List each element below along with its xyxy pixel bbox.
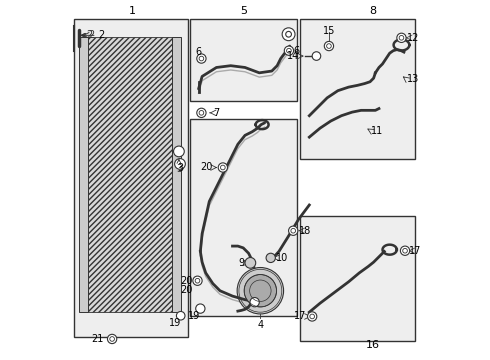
Polygon shape — [79, 37, 88, 312]
Circle shape — [284, 46, 294, 55]
Text: 17: 17 — [409, 246, 422, 256]
Polygon shape — [300, 19, 415, 158]
Circle shape — [399, 36, 404, 40]
Text: 20: 20 — [200, 162, 213, 172]
Text: 13: 13 — [407, 74, 419, 84]
Text: 1: 1 — [129, 6, 136, 17]
Circle shape — [199, 111, 204, 115]
Text: 12: 12 — [407, 33, 419, 43]
Polygon shape — [172, 37, 181, 312]
Circle shape — [173, 146, 184, 157]
Text: 14: 14 — [287, 51, 299, 61]
Polygon shape — [190, 19, 297, 102]
Text: 17: 17 — [294, 311, 306, 321]
Text: 7: 7 — [213, 108, 219, 118]
Text: 6: 6 — [293, 46, 299, 56]
Circle shape — [193, 276, 202, 285]
Text: 15: 15 — [323, 26, 335, 36]
Circle shape — [250, 297, 259, 307]
Polygon shape — [88, 37, 172, 312]
Text: 2: 2 — [98, 30, 105, 40]
Text: 6: 6 — [196, 47, 201, 57]
Text: 21: 21 — [92, 334, 104, 344]
Circle shape — [174, 158, 185, 169]
Polygon shape — [300, 216, 415, 341]
Circle shape — [245, 257, 256, 268]
Circle shape — [107, 334, 117, 343]
Text: 8: 8 — [369, 6, 376, 17]
Text: 9: 9 — [238, 258, 245, 268]
Circle shape — [195, 278, 200, 283]
Circle shape — [197, 108, 206, 117]
Circle shape — [244, 274, 277, 307]
Circle shape — [237, 267, 284, 314]
Circle shape — [286, 31, 292, 37]
Circle shape — [291, 228, 295, 233]
Text: 10: 10 — [276, 253, 289, 263]
Circle shape — [266, 253, 275, 262]
Polygon shape — [190, 119, 297, 316]
Circle shape — [308, 312, 317, 321]
Circle shape — [282, 28, 295, 41]
Circle shape — [199, 56, 204, 61]
Circle shape — [110, 337, 115, 341]
Circle shape — [287, 48, 291, 53]
Text: 3: 3 — [176, 159, 182, 174]
Circle shape — [324, 41, 334, 51]
Text: 20: 20 — [180, 276, 192, 286]
Text: 2: 2 — [80, 30, 92, 40]
Text: 5: 5 — [240, 6, 246, 17]
Text: 16: 16 — [366, 340, 380, 350]
Text: 20: 20 — [180, 285, 192, 295]
Text: 18: 18 — [299, 226, 312, 236]
Text: 11: 11 — [371, 126, 383, 136]
Circle shape — [289, 226, 298, 235]
Text: 19: 19 — [169, 318, 181, 328]
Circle shape — [197, 54, 206, 63]
Circle shape — [218, 163, 227, 172]
Circle shape — [310, 314, 315, 319]
Text: 3: 3 — [177, 163, 183, 173]
Circle shape — [403, 248, 407, 253]
Circle shape — [312, 52, 321, 60]
Text: 2: 2 — [82, 30, 94, 40]
Circle shape — [400, 246, 410, 255]
Circle shape — [397, 33, 406, 42]
Text: 4: 4 — [257, 320, 264, 330]
Circle shape — [220, 165, 225, 170]
Circle shape — [196, 304, 205, 313]
Polygon shape — [74, 19, 188, 337]
Circle shape — [176, 311, 185, 320]
Circle shape — [327, 44, 331, 48]
Text: 19: 19 — [188, 311, 200, 321]
